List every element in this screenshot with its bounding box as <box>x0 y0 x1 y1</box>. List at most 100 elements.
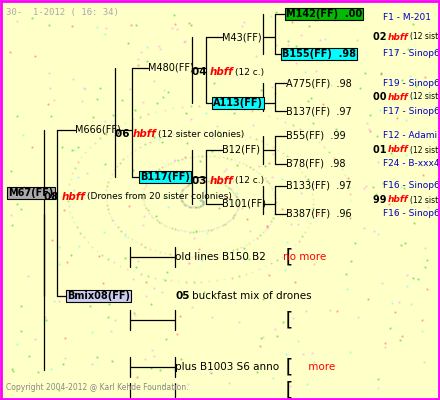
Point <box>316 37 323 43</box>
Point <box>62 355 69 362</box>
Point <box>132 312 139 319</box>
Text: 99: 99 <box>373 195 390 205</box>
Point <box>370 228 378 235</box>
Text: M142(FF)  .00: M142(FF) .00 <box>286 9 362 19</box>
Point <box>74 144 81 150</box>
Text: hbff: hbff <box>388 146 409 154</box>
Point <box>174 129 181 135</box>
Text: (12 sister colonies): (12 sister colonies) <box>158 130 244 138</box>
Text: (12 sister colonies): (12 sister colonies) <box>410 92 440 102</box>
Point <box>173 331 180 337</box>
Point <box>346 348 353 355</box>
Point <box>182 38 189 44</box>
Point <box>9 366 16 372</box>
Point <box>282 267 289 273</box>
Point <box>403 117 410 124</box>
Point <box>164 268 171 275</box>
Point <box>149 347 156 353</box>
Point <box>273 42 280 49</box>
Text: more: more <box>305 362 335 372</box>
Point <box>305 176 312 182</box>
Point <box>155 43 162 50</box>
Point <box>425 204 432 210</box>
Text: F16 - Sinop62R: F16 - Sinop62R <box>383 182 440 190</box>
Point <box>47 85 54 92</box>
Point <box>284 38 291 45</box>
Point <box>134 56 141 62</box>
Point <box>398 184 405 191</box>
Point <box>35 369 42 376</box>
Point <box>7 49 14 55</box>
Point <box>247 228 254 234</box>
Point <box>410 93 417 100</box>
Point <box>110 112 117 119</box>
Point <box>294 221 301 228</box>
Point <box>257 335 264 341</box>
Point <box>191 235 198 242</box>
Point <box>392 309 399 316</box>
Point <box>26 352 33 359</box>
Text: M480(FF): M480(FF) <box>148 63 194 73</box>
Point <box>202 110 209 116</box>
Point <box>101 161 108 167</box>
Point <box>87 302 94 309</box>
Text: (12 sister colonies): (12 sister colonies) <box>410 146 440 154</box>
Point <box>74 174 81 180</box>
Point <box>284 42 291 48</box>
Point <box>130 276 137 282</box>
Point <box>422 264 429 270</box>
Point <box>41 314 48 320</box>
Point <box>385 201 392 207</box>
Point <box>144 44 151 50</box>
Point <box>396 337 403 343</box>
Point <box>119 97 126 104</box>
Point <box>238 204 245 211</box>
Point <box>73 290 80 296</box>
Text: hbff: hbff <box>210 176 234 186</box>
Point <box>197 197 204 204</box>
Point <box>386 325 393 332</box>
Point <box>279 206 286 213</box>
Point <box>327 306 334 313</box>
Point <box>125 40 132 46</box>
Point <box>344 175 351 181</box>
Point <box>360 185 367 191</box>
Point <box>249 122 257 128</box>
Point <box>286 383 293 389</box>
Point <box>375 231 382 237</box>
Point <box>257 87 264 93</box>
Text: B55(FF)  .99: B55(FF) .99 <box>286 131 346 141</box>
Point <box>253 369 260 376</box>
Point <box>342 270 349 277</box>
Point <box>400 184 407 191</box>
Point <box>268 12 275 19</box>
Text: [: [ <box>283 380 295 400</box>
Point <box>299 53 306 60</box>
Point <box>362 70 369 76</box>
Point <box>176 313 183 319</box>
Text: M67(FF): M67(FF) <box>8 188 53 198</box>
Point <box>112 316 119 323</box>
Point <box>367 112 374 118</box>
Point <box>378 280 385 286</box>
Point <box>78 97 85 104</box>
Text: [: [ <box>283 248 295 266</box>
Point <box>217 174 224 180</box>
Point <box>179 290 186 297</box>
Point <box>367 128 374 134</box>
Point <box>158 289 165 295</box>
Text: 02: 02 <box>373 32 390 42</box>
Point <box>157 46 164 52</box>
Point <box>82 85 89 92</box>
Point <box>62 334 69 341</box>
Point <box>171 157 178 163</box>
Point <box>83 170 90 176</box>
Point <box>42 317 49 323</box>
Point <box>269 374 276 381</box>
Point <box>200 188 207 194</box>
Point <box>90 113 97 120</box>
Point <box>8 168 15 174</box>
Text: F17 - Sinop62R: F17 - Sinop62R <box>383 50 440 58</box>
Point <box>135 61 142 68</box>
Point <box>310 261 317 267</box>
